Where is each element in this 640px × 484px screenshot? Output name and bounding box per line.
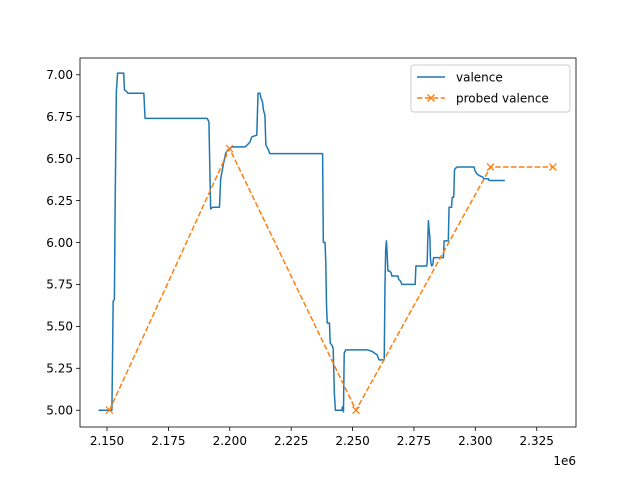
x-tick-label-3: 2.200 bbox=[213, 434, 247, 448]
marker-stroke bbox=[105, 406, 114, 415]
y-axis: 5.00 5.25 5.50 5.75 6.00 6.25 6.50 6.75 7.00 bbox=[46, 68, 80, 418]
marker-stroke bbox=[486, 163, 495, 171]
series-line-1 bbox=[98, 72, 505, 413]
series-2-marker-1 bbox=[105, 406, 114, 415]
x-tick-label-6: 2.275 bbox=[397, 434, 431, 448]
y-tick-label-2: 5.25 bbox=[46, 362, 73, 376]
y-tick-label-8: 6.75 bbox=[46, 110, 73, 124]
x-tick-label-7: 2.300 bbox=[458, 434, 492, 448]
y-tick-label-4: 5.75 bbox=[46, 278, 73, 292]
x-tick-label-4: 2.225 bbox=[274, 434, 308, 448]
series-2-marker-4 bbox=[486, 163, 495, 171]
legend: valence probed valence bbox=[410, 64, 571, 113]
y-tick-label-7: 6.50 bbox=[46, 152, 73, 166]
x-axis: 2.150 2.175 2.200 2.225 2.250 2.275 2.300 2.325 bbox=[90, 427, 554, 448]
legend-marker-stroke bbox=[427, 94, 435, 102]
legend-label-1: valence bbox=[456, 71, 503, 85]
series-2-marker-2 bbox=[225, 144, 234, 153]
x-tick-label-2: 2.175 bbox=[151, 434, 185, 448]
x-axis-offset-label: 1e6 bbox=[553, 454, 576, 468]
legend-label-2: probed valence bbox=[456, 92, 549, 106]
marker-stroke bbox=[548, 163, 557, 171]
marker-stroke bbox=[352, 406, 360, 415]
x-tick-label-1: 2.150 bbox=[90, 434, 124, 448]
y-tick-label-1: 5.00 bbox=[46, 404, 73, 418]
marker-stroke bbox=[225, 144, 234, 153]
y-tick-label-3: 5.50 bbox=[46, 320, 73, 334]
x-tick-label-8: 2.325 bbox=[520, 434, 554, 448]
series-2-marker-5 bbox=[548, 163, 557, 171]
y-tick-label-6: 6.25 bbox=[46, 194, 73, 208]
y-tick-label-9: 7.00 bbox=[46, 68, 73, 82]
series-2-marker-3 bbox=[352, 406, 360, 415]
legend-entry-1: valence bbox=[417, 71, 503, 85]
legend-entry-2: probed valence bbox=[417, 92, 549, 106]
y-tick-label-5: 6.00 bbox=[46, 236, 73, 250]
legend-box bbox=[410, 64, 571, 113]
plot-area bbox=[79, 57, 577, 428]
x-tick-label-5: 2.250 bbox=[335, 434, 369, 448]
